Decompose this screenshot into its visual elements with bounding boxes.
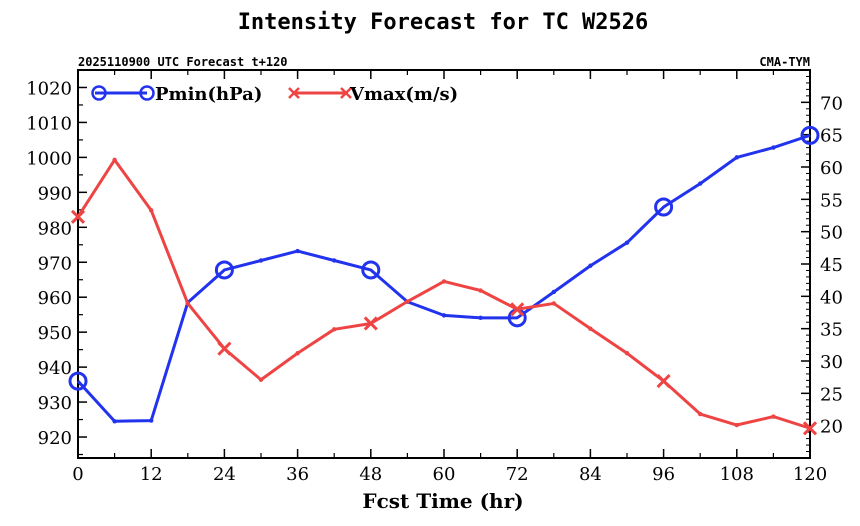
vmax-point bbox=[624, 351, 630, 356]
vmax-point bbox=[734, 422, 739, 428]
vmax-point bbox=[185, 301, 190, 306]
right-y-tick-label: 20 bbox=[820, 417, 843, 438]
series-layer bbox=[68, 125, 820, 436]
left-y-tick-label: 930 bbox=[38, 393, 72, 414]
x-tick-label: 12 bbox=[140, 464, 163, 485]
left-y-tick-label: 940 bbox=[38, 358, 72, 379]
legend: Pmin(hPa) Vmax(m/s) bbox=[91, 84, 458, 105]
left-y-tick-label: 1010 bbox=[26, 113, 72, 134]
right-y-tick-label: 50 bbox=[820, 223, 843, 244]
vmax-point bbox=[112, 157, 117, 163]
vmax-marker bbox=[70, 209, 86, 224]
pmin-line bbox=[76, 133, 811, 423]
legend-pmin-label: Pmin(hPa) bbox=[155, 84, 262, 105]
vmax-point bbox=[551, 301, 556, 306]
right-y-tick-label: 45 bbox=[820, 255, 843, 276]
right-y-axis: 20 25 30 35 40 45 50 55 60 65 70 bbox=[801, 75, 843, 453]
chart-title: Intensity Forecast for TC W2526 bbox=[238, 10, 649, 35]
legend-vmax-label: Vmax(m/s) bbox=[349, 84, 458, 105]
pmin-point bbox=[624, 240, 630, 245]
left-y-tick-label: 950 bbox=[38, 323, 72, 344]
pmin-point bbox=[112, 419, 117, 424]
x-tick-label: 84 bbox=[579, 464, 602, 485]
vmax-marker bbox=[656, 373, 671, 389]
right-y-tick-label: 35 bbox=[820, 320, 843, 341]
legend-vmax-marker-left bbox=[288, 87, 300, 99]
vmax-marker bbox=[802, 421, 818, 436]
vmax-point bbox=[332, 327, 337, 332]
x-tick-label: 96 bbox=[652, 464, 675, 485]
vmax-point bbox=[295, 351, 300, 356]
right-y-tick-label: 60 bbox=[820, 158, 843, 179]
pmin-point bbox=[734, 155, 739, 160]
left-y-tick-label: 1020 bbox=[26, 78, 72, 99]
x-tick-label: 0 bbox=[72, 464, 83, 485]
right-y-tick-label: 65 bbox=[820, 126, 843, 147]
right-y-tick-label: 30 bbox=[820, 352, 843, 373]
pmin-point bbox=[588, 263, 593, 268]
vmax-marker bbox=[510, 302, 525, 317]
pmin-point bbox=[478, 315, 483, 321]
vmax-marker bbox=[363, 316, 378, 331]
left-y-tick-label: 960 bbox=[38, 288, 72, 309]
x-axis-label: Fcst Time (hr) bbox=[362, 489, 523, 513]
vmax-line bbox=[76, 158, 811, 430]
pmin-point bbox=[295, 248, 300, 254]
vmax-point bbox=[588, 326, 593, 331]
right-y-tick-label: 40 bbox=[820, 287, 843, 308]
x-tick-label: 72 bbox=[506, 464, 529, 485]
x-tick-label: 120 bbox=[793, 464, 827, 485]
pmin-point bbox=[551, 289, 556, 295]
x-tick-label: 36 bbox=[286, 464, 309, 485]
vmax-point bbox=[698, 411, 703, 417]
pmin-marker bbox=[654, 197, 674, 217]
vmax-marker bbox=[217, 341, 232, 356]
vmax-point bbox=[405, 299, 410, 304]
right-y-tick-label: 25 bbox=[820, 384, 843, 405]
pmin-point bbox=[698, 181, 703, 186]
left-y-tick-label: 1000 bbox=[26, 148, 72, 169]
left-y-axis: 920 930 940 950 960 970 980 990 1000 1010 1020 bbox=[26, 69, 87, 456]
right-y-tick-label: 70 bbox=[820, 93, 843, 114]
pmin-point bbox=[332, 258, 337, 263]
left-y-tick-label: 990 bbox=[38, 183, 72, 204]
right-y-tick-label: 55 bbox=[820, 190, 843, 211]
model-label: CMA-TYM bbox=[759, 55, 810, 69]
x-tick-label: 24 bbox=[213, 464, 236, 485]
pmin-point bbox=[441, 313, 447, 318]
vmax-point bbox=[149, 208, 154, 213]
legend-vmax-marker-right bbox=[340, 87, 352, 99]
x-tick-label: 60 bbox=[433, 464, 456, 485]
legend-pmin-marker-left bbox=[91, 85, 107, 101]
vmax-point bbox=[478, 288, 483, 293]
legend-pmin-marker-right bbox=[139, 85, 155, 101]
pmin-marker bbox=[68, 371, 88, 391]
left-y-tick-label: 980 bbox=[38, 218, 72, 239]
left-y-tick-label: 970 bbox=[38, 253, 72, 274]
vmax-point bbox=[771, 414, 776, 419]
pmin-point bbox=[258, 258, 264, 263]
pmin-marker bbox=[214, 260, 234, 280]
x-tick-label: 48 bbox=[359, 464, 382, 485]
forecast-subtitle: 2025110900 UTC Forecast t+120 bbox=[78, 55, 288, 69]
plot-frame bbox=[77, 69, 811, 459]
vmax-point bbox=[441, 279, 447, 284]
vmax-point bbox=[258, 377, 264, 382]
pmin-marker bbox=[800, 125, 820, 145]
x-tick-label: 108 bbox=[720, 464, 754, 485]
x-axis: 0 12 24 36 48 60 72 84 96 108 120 bbox=[72, 70, 827, 485]
pmin-point bbox=[771, 145, 776, 150]
pmin-marker bbox=[361, 260, 381, 280]
left-y-tick-label: 920 bbox=[38, 428, 72, 449]
pmin-point bbox=[149, 418, 154, 423]
